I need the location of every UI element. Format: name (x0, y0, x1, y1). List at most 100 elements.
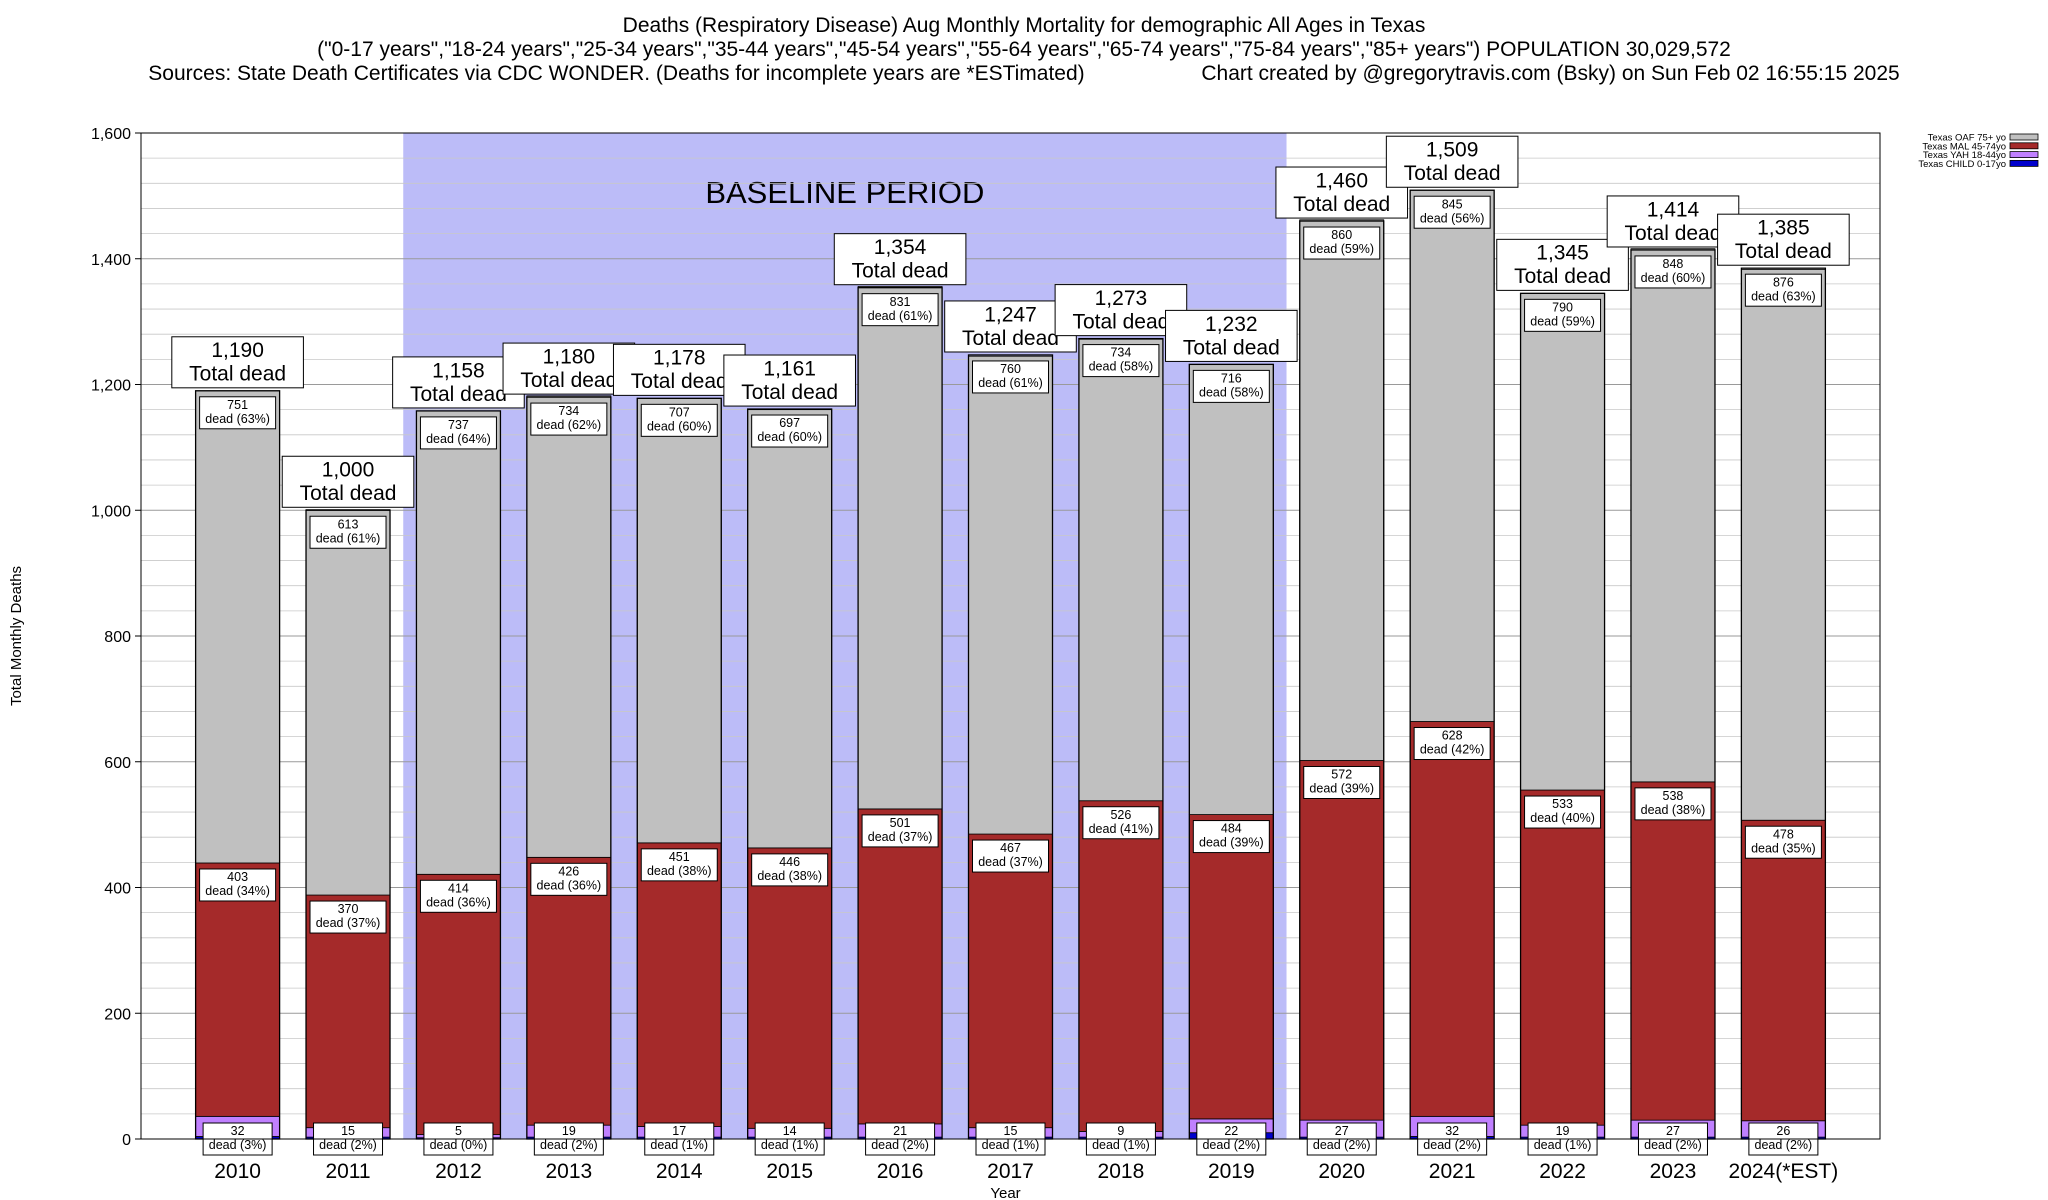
total-label-text: Total dead (520, 369, 617, 392)
oaf-label-box (199, 396, 277, 430)
oaf-label-box (1303, 226, 1381, 260)
oaf-label-text: 860 (1331, 228, 1352, 242)
oaf-label-box (419, 416, 497, 450)
mal-label-text: 451 (669, 850, 690, 864)
oaf-label-text: 751 (227, 398, 248, 412)
x-tick-label: 2024(*EST) (1729, 1160, 1839, 1183)
total-label-box (1385, 135, 1519, 188)
mal-label-text: 484 (1221, 822, 1242, 836)
mal-label-text: dead (34%) (205, 884, 270, 898)
oaf-label-box (1524, 298, 1602, 332)
total-label-text: Total dead (741, 381, 838, 404)
legend-swatch (2009, 151, 2039, 159)
mal-label-box (530, 862, 608, 896)
y-tick-label: 0 (122, 1132, 131, 1149)
oaf-label-text: 734 (558, 404, 579, 418)
yah-label-text: dead (2%) (1755, 1138, 1813, 1152)
bar-segment-texas-mal (1630, 781, 1716, 1121)
mal-label-box (1303, 765, 1381, 799)
yah-label-text: 32 (1445, 1124, 1459, 1138)
total-label-text: 1,161 (763, 357, 816, 380)
bar-segment-texas-mal (1740, 819, 1826, 1122)
mal-label-text: dead (37%) (868, 830, 933, 844)
mal-label-text: 538 (1663, 789, 1684, 803)
total-label-text: Total dead (1514, 265, 1611, 288)
x-tick-label: 2018 (1098, 1160, 1145, 1183)
y-axis-title: Total Monthly Deaths (8, 566, 25, 706)
bar-segment-texas-mal (416, 873, 501, 1135)
x-tick-label: 2011 (325, 1160, 370, 1183)
total-label-text: Total dead (962, 327, 1059, 350)
bar-segment-texas-oaf (305, 509, 391, 896)
total-label-text: 1,232 (1205, 313, 1258, 336)
bar-segment-texas-oaf (747, 409, 833, 849)
total-label-box (612, 343, 746, 396)
total-label-text: 1,509 (1426, 139, 1479, 162)
y-tick-label: 1,600 (91, 126, 131, 143)
yah-label-text: 17 (672, 1124, 686, 1138)
oaf-label-box (861, 293, 939, 327)
mal-label-text: 446 (779, 855, 800, 869)
oaf-label-text: dead (63%) (205, 412, 270, 426)
oaf-label-text: dead (61%) (868, 309, 933, 323)
total-label-text: 1,000 (322, 459, 375, 482)
yah-label-text: 32 (231, 1124, 245, 1138)
oaf-label-text: dead (60%) (1641, 271, 1706, 285)
y-tick-label: 1,200 (91, 378, 131, 395)
total-label-text: 1,385 (1757, 217, 1810, 240)
oaf-label-text: dead (63%) (1751, 289, 1816, 303)
oaf-label-box (1634, 255, 1712, 289)
total-label-text: Total dead (1625, 222, 1722, 245)
total-label-text: Total dead (852, 260, 949, 283)
legend-swatch (2009, 159, 2039, 167)
total-label-text: 1,180 (543, 345, 596, 368)
total-label-text: Total dead (1183, 336, 1280, 359)
total-label-box (944, 300, 1077, 353)
oaf-label-text: dead (58%) (1089, 360, 1154, 374)
yah-label-text: dead (1%) (1092, 1138, 1150, 1152)
total-label-text: Total dead (1404, 162, 1501, 185)
legend-swatch (2009, 133, 2039, 141)
legend-entry-label: Texas OAF 75+ yo (1928, 133, 2006, 144)
yah-label-text: dead (1%) (1534, 1138, 1592, 1152)
bar-segment-texas-mal (1078, 800, 1164, 1132)
mal-label-text: 478 (1773, 827, 1794, 841)
mal-label-text: dead (42%) (1420, 743, 1485, 757)
total-label-box (1606, 195, 1740, 248)
yah-label-text: dead (1%) (650, 1138, 708, 1152)
total-label-text: Total dead (1072, 310, 1169, 333)
yah-label-text: dead (2%) (871, 1138, 929, 1152)
bar-segment-texas-oaf (636, 397, 722, 844)
y-tick-label: 1,400 (91, 252, 131, 269)
y-tick-label: 800 (104, 629, 131, 646)
chart-header: Deaths (Respiratory Disease) Aug Monthly… (0, 14, 2048, 86)
x-tick-label: 2015 (766, 1160, 813, 1183)
oaf-label-box (972, 360, 1049, 394)
oaf-label-box (309, 515, 387, 549)
bar-segment-texas-oaf (1740, 269, 1826, 821)
yah-label-text: 15 (341, 1124, 355, 1138)
total-label-box (1717, 213, 1850, 266)
yah-label-text: 27 (1335, 1124, 1349, 1138)
bar-segment-texas-mal (857, 808, 943, 1125)
chart-credit: Chart created by @gregorytravis.com (Bsk… (1201, 62, 1900, 85)
mal-label-box (972, 839, 1049, 873)
mal-label-text: 426 (558, 864, 579, 878)
bar-segment-texas-mal (195, 862, 281, 1117)
mal-label-text: 414 (448, 881, 469, 895)
total-label-text: 1,273 (1095, 287, 1148, 310)
baseline-label: BASELINE PERIOD (705, 175, 984, 210)
x-tick-label: 2012 (435, 1160, 482, 1183)
